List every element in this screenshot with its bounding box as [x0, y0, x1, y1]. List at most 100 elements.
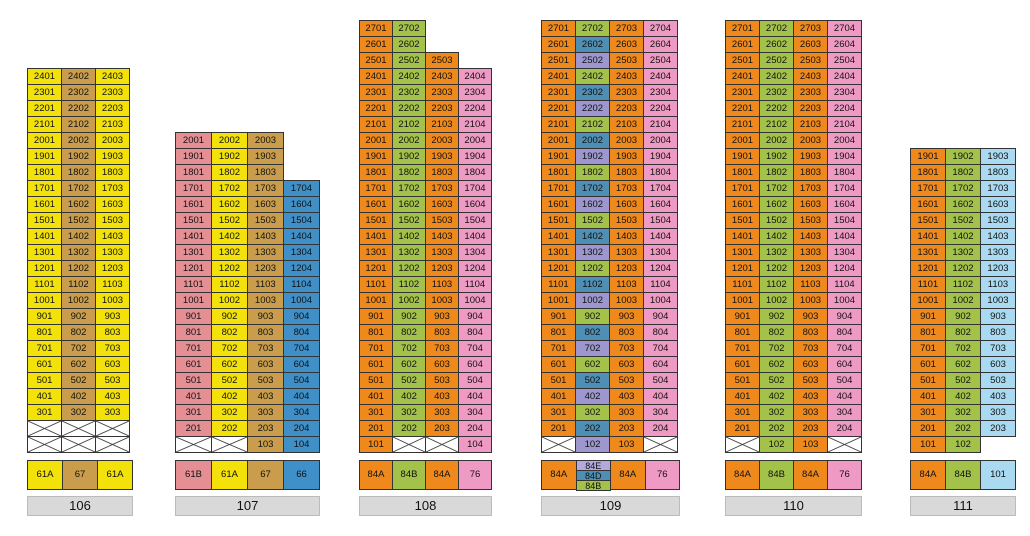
unit-cell: 2602: [392, 36, 426, 53]
unit-cell: 1303: [425, 244, 459, 261]
unit-cell: 1504: [827, 212, 862, 229]
unit-cell: 1404: [283, 228, 320, 245]
unit-cell: 1602: [575, 196, 610, 213]
unit-cell: 802: [211, 324, 248, 341]
unit-cell: 1601: [359, 196, 393, 213]
legend-type-76: 76: [644, 460, 680, 490]
unit-cell: 202: [759, 420, 794, 437]
unit-cell: 1103: [793, 276, 828, 293]
legend-type-stack: 84E 84D 84B: [575, 460, 611, 491]
unit-cell: 504: [827, 372, 862, 389]
unavailable-unit-cell: [61, 420, 96, 437]
unit-cell: 1901: [725, 148, 760, 165]
unit-cell: 1002: [759, 292, 794, 309]
unit-cell: 603: [247, 356, 284, 373]
unit-cell: 1902: [61, 148, 96, 165]
unit-cell: 902: [211, 308, 248, 325]
unit-cell: 701: [175, 340, 212, 357]
unit-cell: 1301: [27, 244, 62, 261]
unit-grid: 2701 2702 2703 2704 2601 2602 2603 2604 2501 2502…: [541, 20, 678, 453]
unit-cell: 201: [359, 420, 393, 437]
unit-cell: 201: [725, 420, 760, 437]
legend-type-84A: 84A: [425, 460, 459, 490]
unit-cell: 1501: [359, 212, 393, 229]
unit-cell: 503: [247, 372, 284, 389]
unit-cell: 1402: [61, 228, 96, 245]
unit-cell: 903: [609, 308, 644, 325]
unit-cell: 303: [793, 404, 828, 421]
unit-cell: 804: [643, 324, 678, 341]
unit-cell: 901: [27, 308, 62, 325]
unit-cell: 2203: [793, 100, 828, 117]
unit-cell: 401: [725, 388, 760, 405]
unit-cell: 2004: [458, 132, 492, 149]
building-label: 107: [175, 496, 320, 516]
unit-cell: 1203: [793, 260, 828, 277]
unit-cell: 1201: [725, 260, 760, 277]
building-label: 110: [725, 496, 862, 516]
unit-cell: 2401: [27, 68, 62, 85]
legend-type-76: 76: [827, 460, 862, 490]
unit-cell: 1602: [61, 196, 96, 213]
unit-cell: 1401: [27, 228, 62, 245]
legend-type-61B: 61B: [175, 460, 212, 490]
unit-cell: 1802: [392, 164, 426, 181]
unit-cell: 1502: [392, 212, 426, 229]
unit-cell: 1501: [27, 212, 62, 229]
unit-cell: 102: [945, 436, 981, 453]
unit-cell: 102: [575, 436, 610, 453]
legend-type-84A: 84A: [359, 460, 393, 490]
unit-cell: 1602: [945, 196, 981, 213]
unit-cell: 402: [211, 388, 248, 405]
unit-cell: 404: [643, 388, 678, 405]
unit-cell: 2502: [575, 52, 610, 69]
unit-cell: 102: [759, 436, 794, 453]
unit-cell: 301: [541, 404, 576, 421]
legend-type-84A: 84A: [725, 460, 760, 490]
unit-cell: 1603: [247, 196, 284, 213]
unit-cell: 1203: [609, 260, 644, 277]
unit-cell: 902: [575, 308, 610, 325]
unit-cell: 1803: [609, 164, 644, 181]
unit-cell: 2103: [95, 116, 130, 133]
unit-cell: 604: [458, 356, 492, 373]
legend-type-101: 101: [980, 460, 1016, 490]
unit-cell: 904: [643, 308, 678, 325]
unit-cell: 1604: [643, 196, 678, 213]
unit-cell: 902: [759, 308, 794, 325]
unit-cell: 301: [175, 404, 212, 421]
unit-cell: 1401: [910, 228, 946, 245]
unit-cell: 1403: [980, 228, 1016, 245]
unit-cell: 1102: [211, 276, 248, 293]
unit-cell: 1602: [211, 196, 248, 213]
unit-cell: 1604: [283, 196, 320, 213]
unit-cell: 1904: [827, 148, 862, 165]
unit-cell: 401: [27, 388, 62, 405]
unit-cell: 1303: [609, 244, 644, 261]
unit-cell: 1202: [392, 260, 426, 277]
unit-cell: 801: [725, 324, 760, 341]
unit-cell: 202: [392, 420, 426, 437]
unit-cell: 1801: [175, 164, 212, 181]
unit-cell: 904: [458, 308, 492, 325]
unit-cell: 1001: [725, 292, 760, 309]
unit-cell: 1702: [759, 180, 794, 197]
unit-cell: 904: [827, 308, 862, 325]
unit-cell: 2003: [793, 132, 828, 149]
unit-cell: 1202: [61, 260, 96, 277]
unit-cell: 1702: [575, 180, 610, 197]
unit-cell: 304: [827, 404, 862, 421]
legend-type-66: 66: [283, 460, 320, 490]
unit-cell: 2701: [725, 20, 760, 37]
unavailable-unit-cell: [27, 420, 62, 437]
unit-cell: 1501: [725, 212, 760, 229]
unit-cell: 2604: [827, 36, 862, 53]
unit-cell: 1001: [27, 292, 62, 309]
unit-cell: 2203: [425, 100, 459, 117]
unit-cell: 1801: [725, 164, 760, 181]
unit-cell: 1101: [910, 276, 946, 293]
unit-cell: 503: [793, 372, 828, 389]
unit-cell: 2204: [458, 100, 492, 117]
unit-cell: 401: [359, 388, 393, 405]
unit-cell: 2404: [827, 68, 862, 85]
